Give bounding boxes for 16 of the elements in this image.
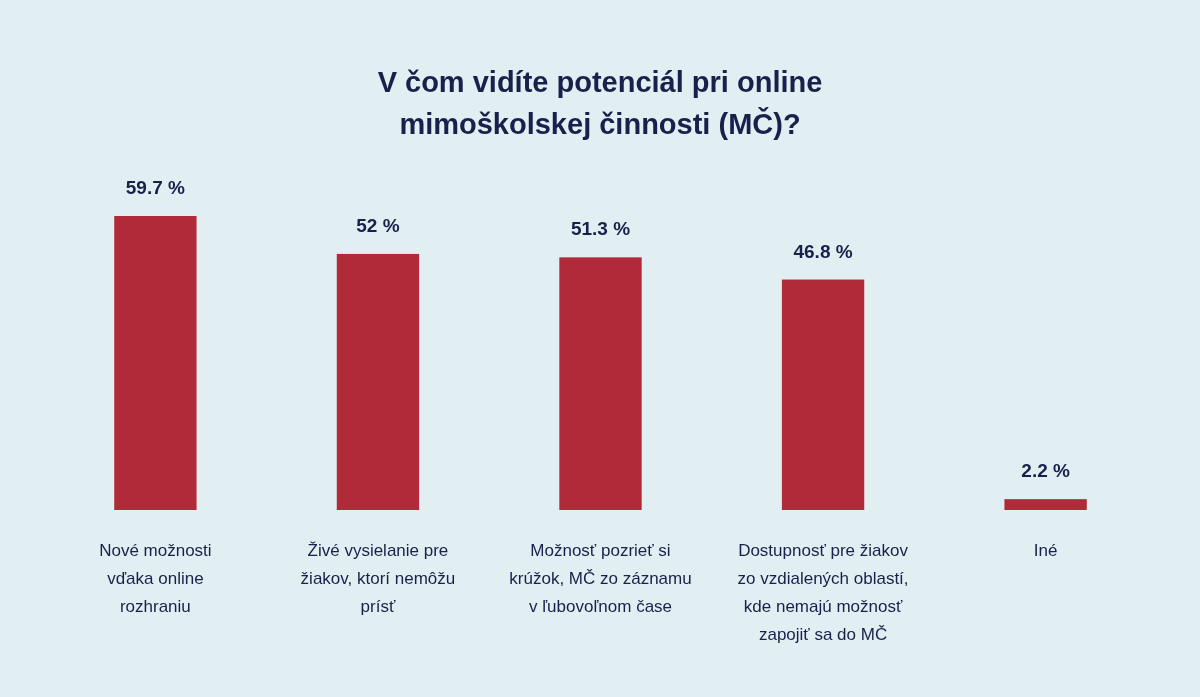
x-tick-label: Nové možnosti vďaka online rozhraniu [99, 541, 212, 616]
data-label: 46.8 % [793, 240, 853, 262]
bar [781, 279, 865, 510]
data-label: 2.2 % [1021, 460, 1070, 482]
data-label: 51.3 % [570, 218, 631, 240]
x-tick-label: Možnosť pozrieť si krúžok, MČ zo záznamu v ľubovoľnom čase [509, 541, 692, 616]
x-tick-label: Živé vysielanie pre žiakov, ktorí nemôžu prísť [300, 541, 456, 616]
x-tick-label: Dostupnosť pre žiakov zo vzdialených oblastí, kde nemajú možnosť zapojiť sa do MČ [737, 541, 909, 644]
data-label: 59.7 % [125, 177, 186, 198]
bar [559, 257, 642, 510]
x-tick-label: Iné [1033, 541, 1058, 560]
bar [114, 216, 197, 510]
chart-title: V čom vidíte potenciál pri online mimoškolskej činnosti (MČ)? [377, 66, 823, 140]
bar [336, 253, 420, 510]
bar [1004, 499, 1087, 510]
data-label: 52 % [356, 214, 400, 236]
